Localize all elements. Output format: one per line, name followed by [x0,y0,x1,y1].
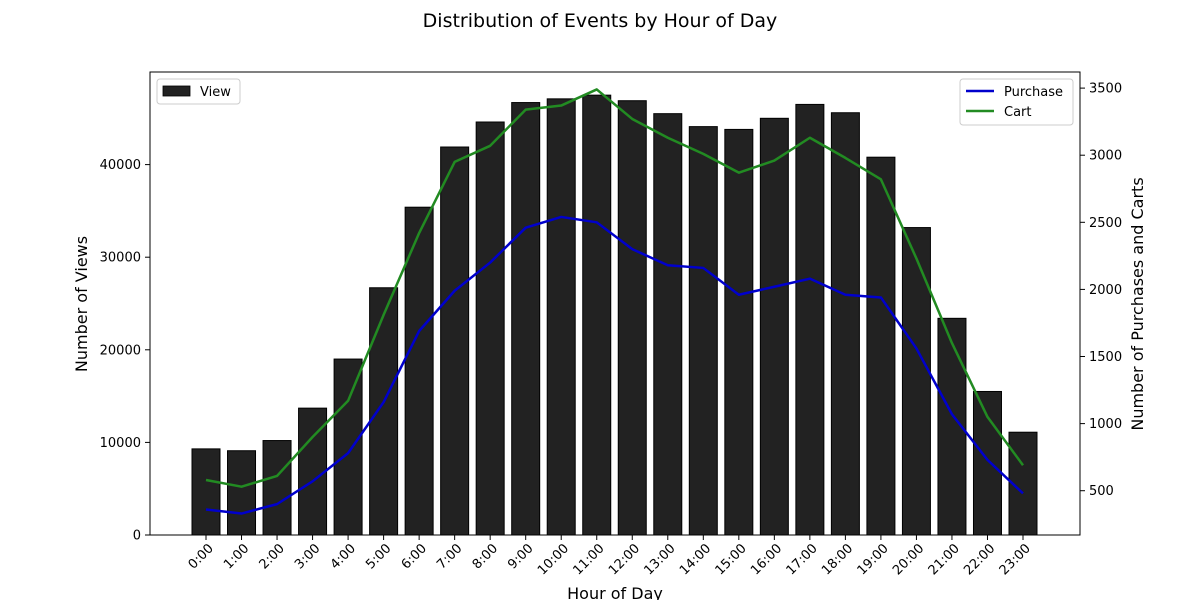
x-tick-label: 14:00 [677,541,714,578]
bar-view-11-00 [582,94,612,536]
x-tick-label: 10:00 [535,541,572,578]
x-axis-title: Hour of Day [567,584,663,600]
left-y-axis: 0 10000 20000 30000 40000 [100,158,150,544]
x-tick-label: 13:00 [642,541,679,578]
x-tick-label: 19:00 [855,541,892,578]
bar-view-10-00 [546,98,576,536]
legend-frame [156,78,241,105]
right-tick-label: 1000 [1089,417,1122,432]
bar-view-7-00 [440,146,470,536]
right-tick-label: 3000 [1089,149,1122,164]
legend-swatch-view [162,85,191,97]
bar-view-17-00 [795,103,825,536]
legend-label-purchase: Purchase [1004,85,1063,100]
x-tick-label: 6:00 [399,541,430,572]
x-tick-label: 8:00 [470,541,501,572]
x-tick-label: 18:00 [819,541,856,578]
bar-view-13-00 [653,113,683,536]
bar-view-0-00 [191,448,221,536]
bar-view-2-00 [262,440,292,536]
left-tick-label: 10000 [100,436,141,451]
left-tick-label: 30000 [100,251,141,266]
bar-view-20-00 [901,227,931,536]
chart-title: Distribution of Events by Hour of Day [423,10,778,32]
left-tick-label: 40000 [100,158,141,173]
legend-label-cart: Cart [1004,105,1032,120]
right-tick-label: 1500 [1089,350,1122,365]
right-tick-label: 2500 [1089,216,1122,231]
x-tick-label: 1:00 [221,541,252,572]
x-tick-label: 20:00 [890,541,927,578]
bar-view-8-00 [475,121,505,536]
x-tick-label: 23:00 [997,541,1034,578]
bar-view-4-00 [333,358,363,536]
bar-view-9-00 [511,102,541,536]
x-tick-label: 17:00 [784,541,821,578]
bar-view-12-00 [617,100,647,536]
right-y-axis-title: Number of Purchases and Carts [1128,177,1147,430]
x-tick-label: 0:00 [186,541,217,572]
x-tick-label: 12:00 [606,541,643,578]
x-tick-label: 11:00 [570,541,607,578]
right-tick-label: 2000 [1089,283,1122,298]
bar-view-18-00 [830,112,860,536]
x-tick-label: 3:00 [292,541,323,572]
line-purchase [205,215,1024,515]
bar-view-15-00 [724,128,754,536]
right-tick-label: 3500 [1089,82,1122,97]
right-y-axis: 500 1000 1500 2000 2500 3000 3500 [1080,82,1122,499]
bar-view-14-00 [688,126,718,536]
x-tick-label: 2:00 [257,541,288,572]
left-tick-label: 20000 [100,343,141,358]
x-axis: 0:00 1:00 2:00 3:00 4:00 5:00 6:00 7:00 8:00 9:00… [186,535,1034,578]
legend-label-view: View [200,85,231,100]
x-tick-label: 9:00 [505,541,536,572]
bar-view-16-00 [759,117,789,536]
legend-views: View [156,78,241,105]
left-y-axis-title: Number of Views [72,236,91,372]
bar-view-22-00 [972,390,1002,536]
legend-purchases-carts: Purchase Cart [959,78,1074,126]
plot-frame [149,71,1081,536]
bar-view-6-00 [404,206,434,536]
line-cart [205,88,1025,488]
bar-view-1-00 [227,450,257,536]
x-tick-label: 7:00 [434,541,465,572]
view-bars [191,94,1038,536]
bar-view-19-00 [866,156,896,536]
x-tick-label: 15:00 [713,541,750,578]
left-tick-label: 0 [133,529,141,544]
x-tick-label: 22:00 [961,541,998,578]
series-lines [205,88,1025,515]
x-tick-label: 5:00 [363,541,394,572]
x-tick-label: 21:00 [926,541,963,578]
x-tick-label: 4:00 [328,541,359,572]
bar-view-5-00 [369,287,399,536]
right-tick-label: 500 [1089,484,1114,499]
x-tick-label: 16:00 [748,541,785,578]
